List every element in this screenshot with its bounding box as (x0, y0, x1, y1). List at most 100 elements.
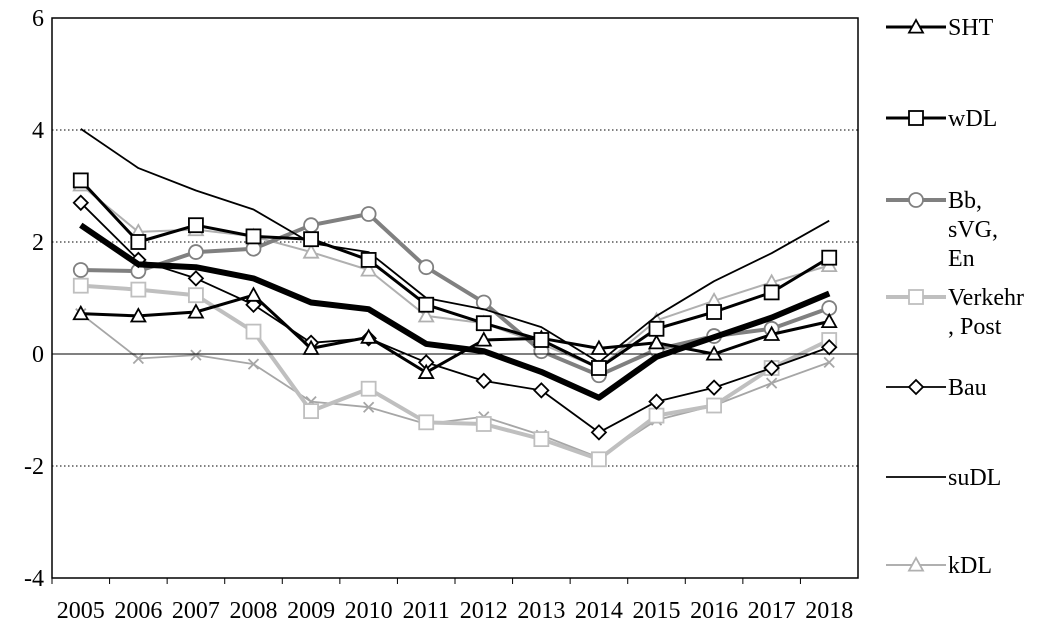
legend-label-line: Bau (948, 375, 987, 401)
data-point (763, 359, 780, 377)
series-wdl (72, 172, 838, 376)
data-point (766, 377, 778, 389)
data-point (187, 303, 205, 319)
data-point (417, 307, 435, 323)
x-tick-label: 2006 (114, 598, 162, 624)
legend-marker (908, 289, 924, 305)
axis-layer: -4 -2 0 2 4 6 2005 2006 2007 2008 2009 2010 2011 2012… (24, 6, 859, 624)
data-point (418, 259, 435, 276)
data-point (590, 424, 608, 441)
x-tick-label: 2013 (517, 598, 565, 624)
data-point (72, 262, 89, 278)
data-point (129, 307, 147, 323)
legend-label-line: SHT (948, 15, 994, 41)
x-tick-label: 2011 (403, 598, 450, 624)
data-point (360, 380, 377, 397)
data-point (303, 217, 319, 234)
legend-item: Verkehr , Post (886, 285, 1024, 340)
series-verkehr-post (72, 277, 838, 468)
series-unlabeled-7 (79, 222, 831, 401)
series-line (80, 128, 830, 364)
x-tick-label: 2016 (690, 598, 738, 624)
legend-label-line: En (948, 246, 975, 272)
y-tick-label: -4 (24, 566, 44, 592)
legend-label-line: suDL (948, 465, 1001, 491)
data-point (648, 393, 665, 410)
x-tick-label: 2012 (460, 598, 508, 624)
data-point (302, 243, 320, 259)
legend-label: suDL (948, 465, 1001, 491)
data-point (533, 332, 550, 348)
series-layer (72, 128, 838, 468)
data-point (360, 206, 377, 222)
data-point (303, 403, 319, 420)
plot-frame (51, 17, 859, 579)
data-point (820, 312, 838, 329)
data-point (648, 407, 665, 424)
data-point (72, 194, 90, 212)
x-tick-label: 2007 (172, 598, 220, 624)
legend-label-line: wDL (948, 106, 997, 132)
legend-label: Bb, sVG, En (948, 188, 998, 272)
y-tick-label: 4 (32, 118, 44, 144)
data-point (417, 363, 435, 379)
legend-marker (907, 378, 925, 396)
data-point (475, 416, 492, 432)
data-point (418, 296, 435, 313)
series-sht (72, 286, 838, 379)
x-marker-stroke (190, 349, 202, 361)
series-line (80, 283, 831, 462)
x-marker-stroke (132, 352, 144, 365)
series-line (80, 184, 830, 369)
grid-layer (52, 129, 858, 467)
data-point (360, 261, 378, 277)
x-tick-label: 2005 (57, 598, 105, 624)
legend-marker (907, 18, 925, 34)
x-tick-label: 2017 (748, 598, 796, 624)
y-tick-label: 2 (32, 230, 44, 256)
series-bb-svg-en (72, 206, 838, 384)
data-point (303, 231, 319, 248)
y-tick-label: 6 (32, 6, 44, 32)
data-point (245, 228, 262, 245)
legend-label-line: , Post (948, 314, 1002, 340)
legend-item: Bb, sVG, En (886, 188, 998, 272)
x-tick-label: 2008 (230, 598, 278, 624)
data-point (475, 331, 493, 347)
data-point (360, 252, 377, 268)
data-point (823, 356, 835, 369)
data-point (72, 172, 89, 189)
y-tick-label: 0 (32, 342, 44, 368)
data-point (418, 414, 435, 431)
data-point (130, 234, 147, 250)
legend-label: Bau (948, 375, 987, 401)
legend-marker (907, 556, 925, 572)
data-point (706, 304, 722, 320)
data-point (763, 325, 781, 341)
data-point (647, 333, 666, 350)
data-point (705, 345, 723, 361)
data-point (706, 397, 722, 414)
series-line (79, 179, 830, 370)
data-point (763, 284, 780, 301)
series-sudl (80, 128, 830, 364)
data-point (360, 328, 378, 344)
legend-label: Verkehr , Post (948, 285, 1024, 340)
x-marker-stroke (363, 401, 375, 413)
x-tick-label: 2018 (805, 598, 853, 624)
legend-item: wDL (886, 106, 997, 132)
legend-label: kDL (948, 553, 992, 579)
data-point (245, 323, 262, 340)
x-tick-label: 2009 (287, 598, 335, 624)
data-point (363, 401, 375, 413)
data-point (188, 244, 204, 260)
legend-label: wDL (948, 106, 997, 132)
data-point (591, 451, 607, 468)
y-tick-label: -2 (24, 454, 44, 480)
data-point (188, 287, 204, 304)
legend-item: Bau (886, 375, 987, 401)
x-tick-label: 2010 (345, 598, 393, 624)
series-line (80, 202, 830, 434)
